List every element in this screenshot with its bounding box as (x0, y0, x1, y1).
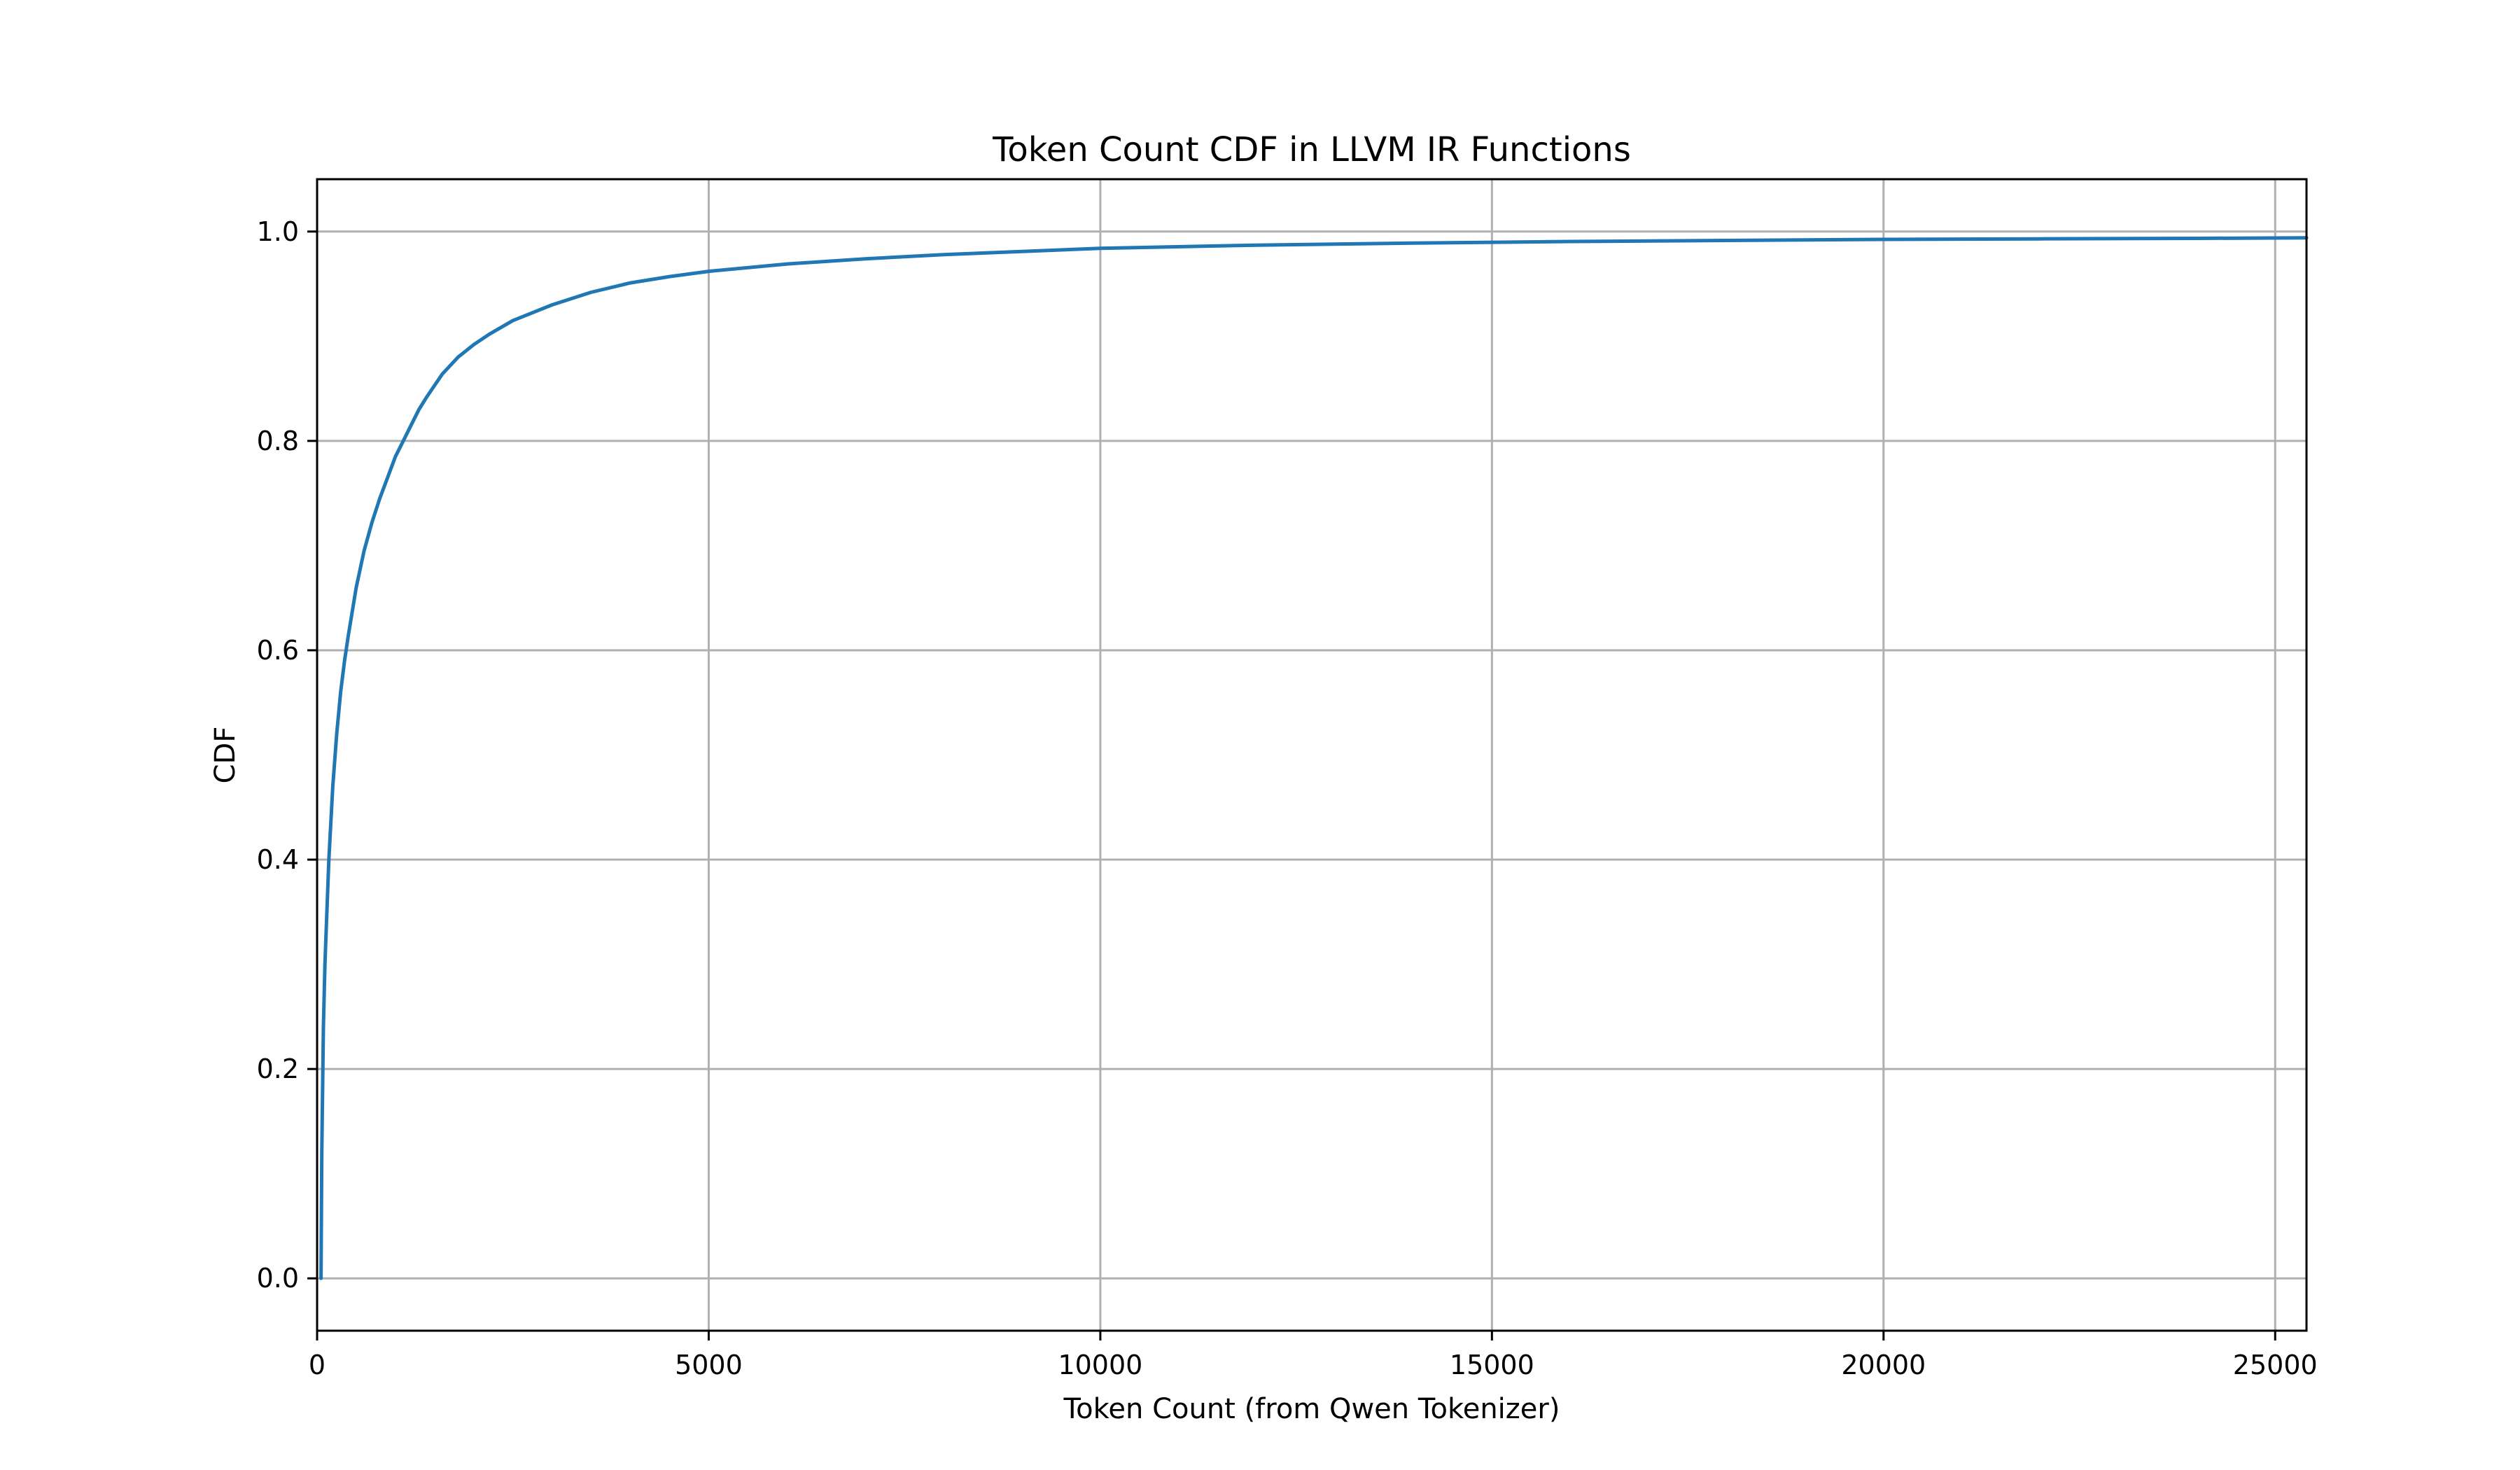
x-tick-label: 0 (309, 1350, 326, 1380)
ticks: 0 5000 10000 15000 20000 25000 0.0 0.2 0.4 0.6 0.8… (257, 216, 2318, 1380)
y-tick-label: 0.8 (257, 426, 299, 456)
x-tick-label: 10000 (1058, 1350, 1142, 1380)
y-tick-label: 1.0 (257, 216, 299, 247)
x-tick-label: 5000 (675, 1350, 743, 1380)
plot-frame (316, 178, 2308, 1332)
y-tick-label: 0.4 (257, 844, 299, 875)
x-axis-label: Token Count (from Qwen Tokenizer) (1063, 1393, 1560, 1425)
grid (316, 179, 2306, 1331)
y-tick-label: 0.2 (257, 1054, 299, 1084)
x-tick-label: 20000 (1841, 1350, 1926, 1380)
x-tick-label: 15000 (1450, 1350, 1534, 1380)
x-tick-label: 25000 (2233, 1350, 2318, 1380)
series-layer (319, 236, 2309, 1280)
y-axis-label: CDF (209, 727, 241, 784)
y-tick-label: 0.6 (257, 635, 299, 666)
cdf-series-line (319, 236, 2309, 1280)
chart-title: Token Count CDF in LLVM IR Functions (992, 130, 1631, 169)
y-tick-label: 0.0 (257, 1263, 299, 1294)
